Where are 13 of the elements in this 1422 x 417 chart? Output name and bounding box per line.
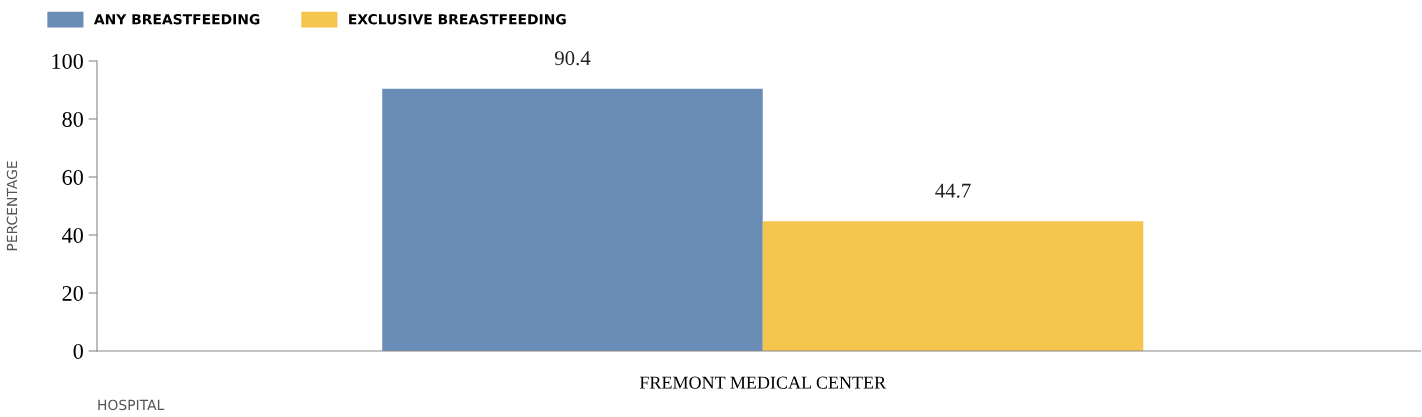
y-axis-title: PERCENTAGE [6,161,18,251]
data-label: 44.7 [935,183,971,198]
y-tick-label: 0 [73,343,83,359]
y-tick-label: 80 [62,111,83,127]
y-tick-label: 40 [62,227,83,243]
legend-label: ANY BREASTFEEDING [93,14,260,25]
legend-label: EXCLUSIVE BREASTFEEDING [349,14,566,25]
x-axis-title: HOSPITAL [98,399,165,411]
y-tick-label: 60 [62,169,83,185]
y-tick-label: 20 [62,285,83,301]
y-tick-label: 100 [52,53,83,69]
x-tick-label: FREMONT MEDICAL CENTER [639,376,887,389]
data-label: 90.4 [554,51,591,66]
